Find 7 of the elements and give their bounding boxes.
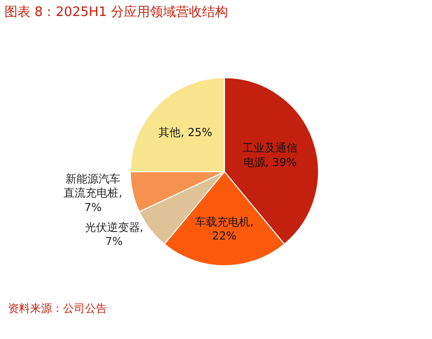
chart-title: 图表 8：2025H1 分应用领域营收结构 [4,4,228,20]
slice-label: 其他, 25% [158,126,212,140]
slice-label: 新能源汽车直流充电桩, 7% [64,172,122,214]
slice-label: 光伏逆变器, 7% [84,220,144,248]
slice-label: 工业及通信电源, 39% [242,142,298,169]
slice-label: 车载充电机, 22% [195,215,254,243]
text: 资料来源：公司公告 [8,302,107,315]
